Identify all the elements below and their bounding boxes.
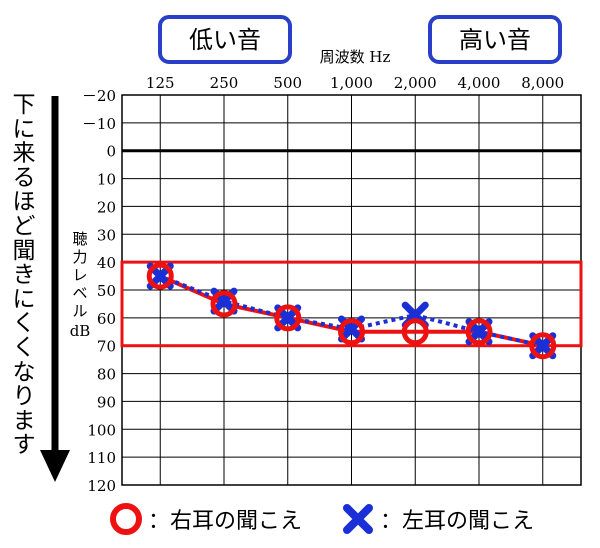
y-tick-label: 80	[97, 366, 116, 384]
y-tick-label: 0	[106, 143, 116, 161]
y-tick-label: 40	[97, 254, 116, 272]
legend-left-ear-marker	[343, 504, 373, 534]
direction-note-text: 下に来るほど聞きにくくなります	[13, 92, 36, 458]
high-sound-badge-frame	[428, 15, 562, 64]
data-point-right-ear	[465, 318, 493, 346]
y-tick-label: －10	[82, 115, 116, 133]
x-tick-labels: 125 250 500 1,000 2,000 4,000 8,000	[146, 74, 564, 92]
y-tick-label: －20	[82, 87, 116, 105]
y-tick-label: 90	[97, 393, 116, 411]
down-arrow	[40, 96, 70, 482]
series-layer	[146, 262, 557, 360]
x-tick-label: 4,000	[458, 74, 501, 92]
x-axis-title: 周波数 Hz	[320, 48, 391, 66]
high-sound-badge: 高い音	[428, 15, 562, 64]
y-axis-title-text: 聴力レベル dB	[70, 230, 91, 340]
data-point-right-ear	[401, 318, 429, 346]
y-tick-label: 10	[97, 171, 116, 189]
down-arrow-head	[40, 450, 70, 482]
y-tick-label: 60	[97, 310, 116, 328]
legend-right-ear-label: ：右耳の聞こえ	[148, 509, 302, 534]
y-tick-label: 50	[97, 282, 116, 300]
data-point-right-ear	[529, 332, 557, 360]
highlight-range-box	[120, 260, 583, 348]
x-tick-label: 500	[273, 74, 302, 92]
data-point-right-ear	[274, 304, 302, 332]
y-tick-label: 30	[97, 226, 116, 244]
data-point-right-ear	[146, 262, 174, 290]
high-sound-label: 高い音	[459, 26, 531, 54]
low-sound-label: 低い音	[189, 26, 261, 54]
y-tick-label: 100	[87, 421, 116, 439]
y-tick-label: 20	[97, 198, 116, 216]
low-sound-badge: 低い音	[158, 15, 292, 64]
x-tick-label: 8,000	[521, 74, 564, 92]
y-tick-labels: －20 －10 0 10 20 30 40 50 60 70 80 90 100 110 120	[82, 87, 116, 495]
x-tick-label: 2,000	[394, 74, 437, 92]
x-tick-label: 250	[210, 74, 239, 92]
y-tick-label: 110	[87, 449, 116, 467]
y-axis-title: 聴力レベル dB	[70, 230, 91, 340]
y-tick-label: 120	[87, 477, 116, 495]
data-point-right-ear	[338, 318, 365, 346]
legend-cross-shape	[343, 504, 373, 534]
legend-left-ear-label: ：左耳の聞こえ	[380, 509, 534, 534]
legend-right-ear-marker	[110, 503, 142, 535]
legend: ：右耳の聞こえ ：左耳の聞こえ	[110, 503, 534, 535]
x-tick-label: 125	[146, 74, 175, 92]
direction-note: 下に来るほど聞きにくくなります	[13, 92, 36, 458]
y-tick-label: 70	[97, 338, 116, 356]
highlight-range	[120, 260, 583, 348]
x-tick-label: 1,000	[330, 74, 373, 92]
low-sound-badge-frame	[158, 15, 292, 64]
data-point-right-ear	[210, 290, 238, 318]
